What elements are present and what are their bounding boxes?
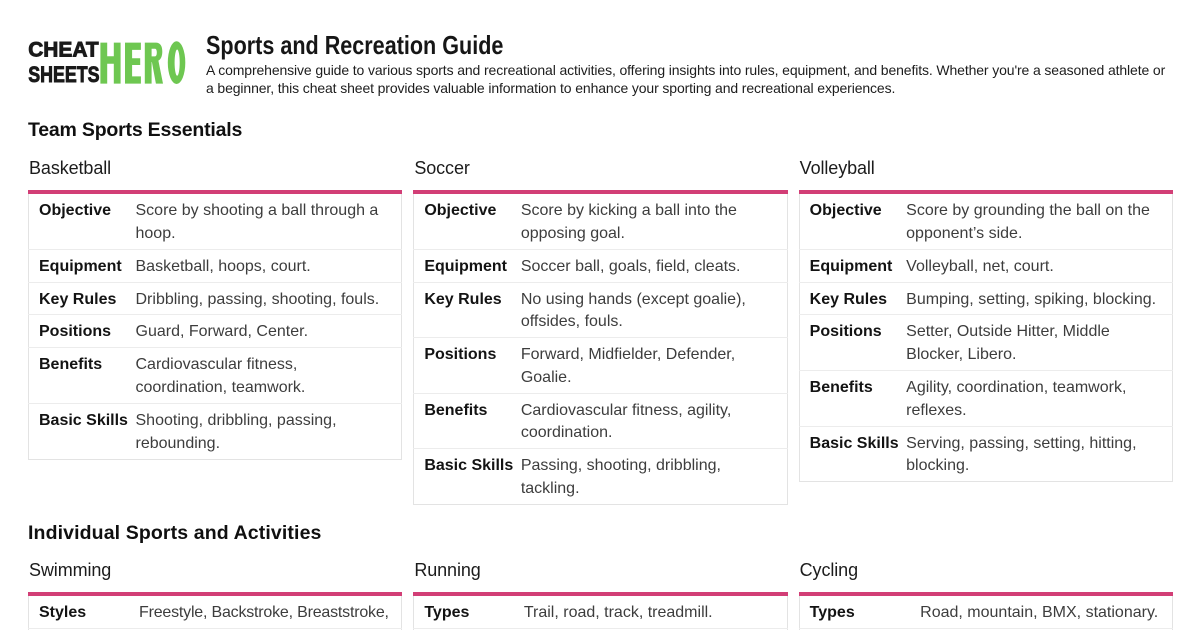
svg-text:SHEETS: SHEETS	[28, 62, 99, 87]
svg-text:CHEAT: CHEAT	[28, 38, 99, 62]
